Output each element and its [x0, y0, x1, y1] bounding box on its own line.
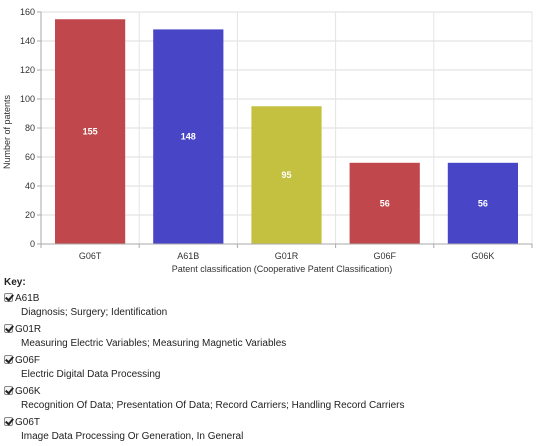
y-axis-title: Number of patents	[2, 94, 12, 169]
y-tick-label: 140	[20, 36, 35, 46]
bars	[54, 19, 519, 245]
bar-chart: 155 148 95 56 56 0 20 40 60 80 100 120 140 160 G06T A…	[2, 7, 533, 274]
x-tick-label: G06K	[471, 251, 494, 261]
bar-value-label: 56	[380, 198, 390, 208]
checkbox-g06f[interactable]	[4, 354, 13, 364]
legend-key: Key: A61B Diagnosis; Surgery; Identifica…	[4, 276, 534, 446]
key-code: G06K	[15, 385, 41, 397]
bar-labels: 155 148 95 56 56	[83, 127, 488, 209]
x-tick-label: G06T	[79, 251, 102, 261]
y-tick-label: 0	[30, 239, 35, 249]
checkbox-g06t[interactable]	[4, 416, 13, 426]
bar-g06f[interactable]	[349, 162, 420, 244]
y-axis: 0 20 40 60 80 100 120 140 160	[20, 7, 42, 249]
key-item-g06t: G06T Image Data Processing Or Generation…	[4, 415, 534, 445]
key-description: Measuring Electric Variables; Measuring …	[21, 338, 287, 349]
bar-a61b[interactable]	[153, 29, 224, 245]
y-tick-label: 100	[20, 94, 35, 104]
y-tick-label: 20	[25, 210, 35, 220]
key-description: Image Data Processing Or Generation, In …	[21, 431, 244, 442]
key-item-a61b: A61B Diagnosis; Surgery; Identification	[4, 291, 534, 321]
y-tick-label: 40	[25, 181, 35, 191]
key-description: Recognition Of Data; Presentation Of Dat…	[21, 400, 405, 411]
y-tick-label: 60	[25, 152, 35, 162]
x-axis: G06T A61B G01R G06F G06K	[40, 243, 533, 261]
bar-value-label: 148	[181, 132, 196, 142]
x-tick-label: A61B	[177, 251, 199, 261]
key-item-g01r: G01R Measuring Electric Variables; Measu…	[4, 322, 534, 352]
key-item-g06f: G06F Electric Digital Data Processing	[4, 353, 534, 383]
x-tick-label: G06F	[373, 251, 396, 261]
bar-value-label: 56	[478, 198, 488, 208]
y-tick-label: 160	[20, 7, 35, 17]
bar-g01r[interactable]	[251, 106, 322, 244]
y-tick-label: 120	[20, 65, 35, 75]
bar-value-label: 95	[281, 170, 291, 180]
checkbox-g01r[interactable]	[4, 323, 13, 333]
checkbox-a61b[interactable]	[4, 292, 13, 302]
x-axis-title: Patent classification (Cooperative Paten…	[172, 264, 393, 274]
key-code: G06T	[15, 416, 41, 428]
bar-value-label: 155	[83, 127, 98, 137]
key-code: G06F	[15, 354, 41, 366]
bar-g06k[interactable]	[447, 162, 519, 244]
x-tick-label: G01R	[275, 251, 299, 261]
y-tick-label: 80	[25, 123, 35, 133]
key-title: Key:	[4, 277, 26, 288]
key-code: G01R	[15, 323, 42, 335]
key-description: Diagnosis; Surgery; Identification	[21, 307, 168, 318]
bar-g06t[interactable]	[54, 19, 126, 244]
key-item-g06k: G06K Recognition Of Data; Presentation O…	[4, 384, 534, 414]
key-description: Electric Digital Data Processing	[21, 369, 161, 380]
checkbox-g06k[interactable]	[4, 385, 13, 395]
key-code: A61B	[15, 292, 40, 304]
